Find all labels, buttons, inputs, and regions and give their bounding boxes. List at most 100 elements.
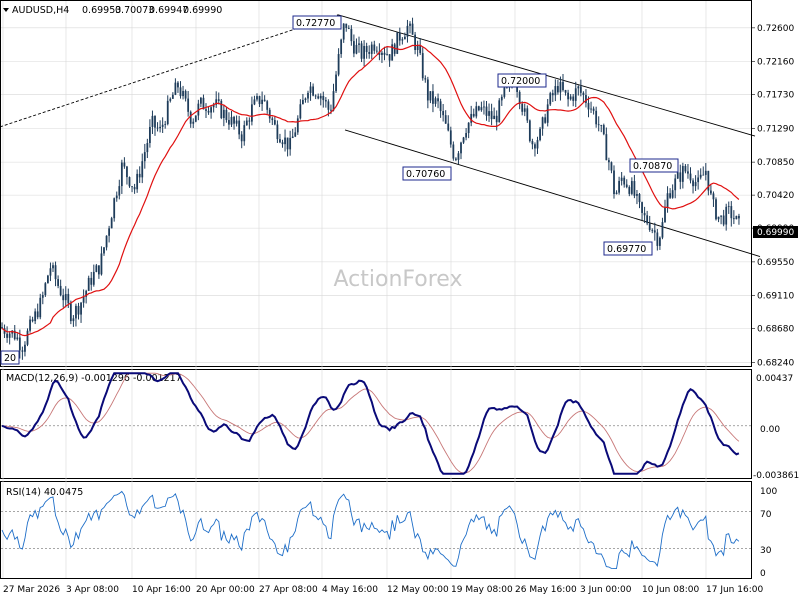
watermark: ActionForex (334, 267, 463, 292)
candle-body (562, 81, 564, 91)
candle-body (220, 100, 223, 119)
candle-body (225, 109, 228, 121)
candle-body (215, 99, 218, 105)
candle-body (467, 122, 470, 134)
candle-body (411, 23, 414, 35)
candle-body (727, 206, 730, 207)
candle-body (429, 91, 432, 101)
candle-body (692, 180, 694, 187)
candle-body (118, 186, 121, 196)
price-annotation-box (497, 73, 547, 88)
candle-body (194, 115, 197, 122)
time-tick-label: 17 Jun 16:00 (706, 585, 763, 595)
time-tick-label: 3 Jun 00:00 (580, 585, 632, 595)
grid-lines (1, 1, 751, 578)
candle-body (554, 86, 557, 96)
collapse-icon[interactable] (3, 8, 9, 12)
candle-body (424, 78, 427, 80)
candle-body (26, 330, 29, 345)
candle-body (69, 303, 72, 322)
candle-body (590, 108, 592, 110)
candle-body (189, 111, 192, 124)
candle-body (447, 123, 450, 131)
candle-body (212, 104, 215, 108)
candle-body (34, 311, 37, 322)
moving-average-line (1, 44, 740, 337)
candle-body (238, 120, 241, 135)
candle-body (136, 173, 139, 190)
candle-body (559, 81, 562, 93)
candle-body (523, 108, 526, 112)
candle-body (585, 95, 587, 103)
price-annotations: 0.72770 0.72000 0.70760 0.70870 0.69770 20 (0, 15, 679, 365)
candle-body (679, 172, 682, 182)
candle-body (666, 193, 669, 208)
macd-panel (0, 369, 752, 479)
candle-body (52, 265, 54, 269)
candle-body (526, 108, 529, 121)
candle-body (205, 109, 207, 111)
candle-body (710, 190, 712, 194)
candle-body (676, 172, 679, 179)
candle-body (59, 285, 62, 296)
trend-line (0, 14, 339, 128)
candle-body (21, 350, 24, 352)
candle-body (674, 178, 677, 191)
candle-body (444, 115, 447, 124)
candle-body (483, 106, 485, 108)
time-tick-label: 19 May 08:00 (451, 585, 513, 595)
rsi-title: RSI(14) 40.0475 (6, 487, 83, 498)
candle-body (582, 92, 585, 96)
candle-body (276, 124, 279, 140)
price-tick-label: 0.71730 (757, 91, 794, 101)
time-tick-label: 27 Mar 2026 (3, 585, 60, 595)
candle-body (416, 45, 419, 50)
candle-body (240, 134, 243, 142)
candle-body (192, 121, 195, 124)
candle-body (419, 45, 422, 54)
candle-body (521, 103, 524, 112)
candle-body (57, 279, 59, 286)
time-tick-label: 20 Apr 00:00 (196, 585, 255, 595)
candle-body (592, 108, 595, 111)
candle-body (500, 96, 503, 101)
candle-body (360, 43, 363, 59)
candle-body (138, 173, 141, 178)
candle-body (432, 91, 434, 104)
price-tick-label: 0.71290 (757, 124, 794, 134)
price-tick-label: 0.70850 (757, 158, 794, 168)
candle-body (164, 124, 167, 125)
candle-body (725, 206, 728, 225)
candle-body (49, 268, 52, 276)
candle-body (613, 170, 615, 195)
trend-line (344, 129, 761, 257)
candle-body (536, 140, 539, 149)
candle-body (113, 198, 116, 219)
macd-signal-line (1, 372, 740, 474)
price-axis: 0.72600 0.72160 0.71730 0.71290 0.70850 0.704… (751, 24, 794, 368)
candle-body (378, 51, 381, 55)
candle-body (643, 212, 646, 216)
candle-body (375, 50, 378, 52)
candle-body (103, 247, 105, 254)
price-header: AUDUSD,H4 0.69953 0.70073 0.69947 0.6999… (3, 5, 222, 16)
candle-body (365, 45, 368, 53)
candle-body (141, 161, 144, 178)
candle-body (437, 98, 439, 102)
candle-body (699, 174, 702, 178)
candle-body (595, 110, 598, 125)
candle-body (653, 230, 656, 233)
price-annotation-box (292, 15, 342, 30)
candle-body (222, 109, 225, 119)
candle-body (646, 215, 649, 224)
candle-body (531, 141, 534, 145)
rsi-panel (0, 481, 752, 579)
time-tick-label: 26 May 16:00 (515, 585, 577, 595)
candle-body (528, 120, 531, 142)
candle-body (442, 111, 445, 116)
candle-body (248, 120, 251, 122)
candle-body (475, 106, 478, 117)
candle-body (166, 100, 169, 125)
candle-body (184, 90, 187, 99)
candle-body (707, 170, 710, 191)
